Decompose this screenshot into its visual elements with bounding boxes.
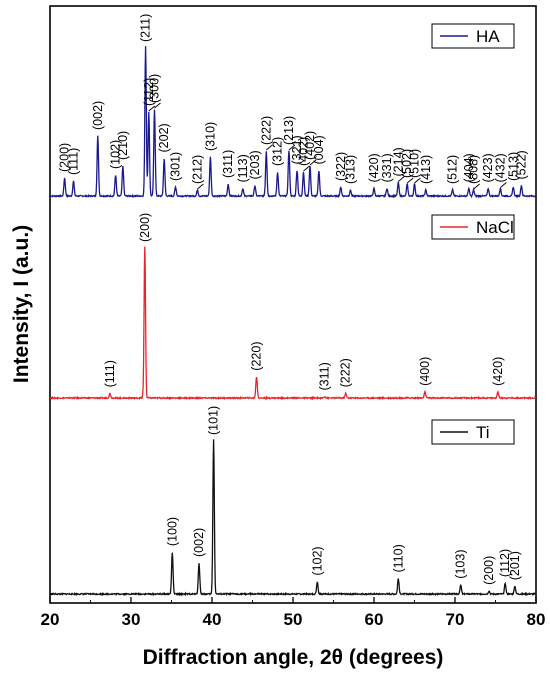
- series-line-ti: [49, 439, 537, 597]
- x-tick-label-6: 80: [527, 610, 546, 629]
- legend-label-nacl: NaCl: [476, 218, 514, 237]
- peak-label-ha-15: (222): [259, 116, 273, 145]
- peak-label-ti-2: (101): [207, 406, 221, 435]
- peak-label-layer: (200)(111)(002)(102)(210)(211)(112)(300)…: [58, 14, 529, 585]
- peak-label-ha-34: (432): [493, 153, 507, 182]
- peak-label-nacl-5: (400): [418, 357, 432, 386]
- legend-layer: HA NaCl Ti: [431, 23, 515, 445]
- peak-label-ha-30: (512): [446, 155, 460, 184]
- peak-arrow-ha-27: [406, 177, 414, 184]
- peak-label-nacl-0: (111): [103, 360, 117, 387]
- x-tick-label-5: 70: [446, 610, 465, 629]
- peak-label-ha-21: (004): [312, 135, 326, 164]
- x-tick-label-3: 50: [284, 610, 303, 629]
- series-line-nacl: [49, 246, 537, 401]
- peak-label-ha-6: (112): [142, 78, 156, 106]
- x-tick-label-4: 60: [365, 610, 384, 629]
- peak-label-ti-7: (112): [498, 549, 512, 577]
- peak-label-ha-20: (402): [303, 131, 317, 160]
- peak-label-ha-14: (203): [248, 150, 262, 179]
- peak-arrow-ha-15: [266, 144, 273, 151]
- peak-label-ha-1: (111): [67, 148, 81, 175]
- legend-label-ha: HA: [476, 27, 500, 46]
- legend-label-ti: Ti: [476, 423, 490, 442]
- peak-arrow-ha-19: [303, 165, 310, 172]
- peak-label-ha-13: (113): [236, 154, 250, 182]
- peak-label-ti-5: (103): [454, 550, 468, 579]
- peak-label-ha-22: (322): [334, 152, 348, 181]
- y-axis-title: Intensity, I (a.u.): [10, 225, 33, 383]
- peak-label-ha-27: (502): [400, 149, 414, 178]
- peak-label-ha-16: (312): [271, 137, 285, 166]
- peak-label-ha-0: (200): [58, 143, 72, 172]
- peak-label-ha-35: (513): [506, 152, 520, 181]
- peak-label-ha-7: (300): [148, 74, 162, 103]
- series-layer: [49, 46, 537, 597]
- peak-label-ha-33: (423): [481, 153, 495, 182]
- peak-arrow-ha-34: [500, 182, 507, 188]
- peak-arrow-ha-26: [398, 176, 405, 182]
- peak-label-ha-26: (214): [391, 147, 405, 176]
- peak-arrow-ha-7: [154, 102, 161, 109]
- peak-arrow-ha-6: [148, 105, 156, 112]
- peak-label-ha-17: (213): [282, 116, 296, 145]
- peak-label-ha-4: (210): [116, 131, 130, 160]
- series-line-ha: [49, 46, 537, 199]
- plot-frame: [49, 5, 537, 604]
- peak-label-ha-11: (310): [203, 122, 217, 151]
- peak-label-nacl-6: (420): [491, 357, 505, 386]
- peak-label-ha-31: (404): [462, 153, 476, 182]
- peak-label-ha-28: (510): [408, 149, 422, 178]
- peak-label-nacl-2: (220): [250, 342, 264, 371]
- peak-label-ha-9: (301): [169, 152, 183, 181]
- peak-label-ha-32: (808): [467, 155, 481, 184]
- peak-label-nacl-3: (311): [318, 362, 332, 390]
- x-tick-label-1: 30: [122, 610, 141, 629]
- peak-label-ti-4: (110): [391, 544, 405, 572]
- peak-arrow-ha-20: [309, 159, 317, 166]
- peak-label-ha-29: (413): [419, 155, 433, 184]
- peak-label-ti-1: (002): [192, 528, 206, 557]
- peak-label-ti-3: (102): [310, 546, 324, 575]
- peak-label-ha-23: (313): [344, 155, 358, 184]
- peak-arrow-ha-17: [288, 144, 296, 151]
- peak-label-ha-24: (420): [367, 153, 381, 182]
- peak-label-ha-25: (331): [380, 153, 394, 182]
- peak-label-ti-0: (100): [165, 517, 179, 546]
- peak-label-ha-36: (522): [514, 150, 528, 179]
- peak-label-nacl-1: (200): [138, 213, 152, 242]
- peak-label-ha-10: (212): [190, 155, 204, 184]
- peak-arrow-ha-28: [414, 177, 421, 184]
- axis-layer: 20 30 40 50 60 70 80: [41, 597, 546, 629]
- peak-label-ha-5: (211): [139, 14, 153, 42]
- x-axis-title: Diffraction angle, 2θ (degrees): [143, 646, 444, 669]
- peak-label-ha-18: (321): [290, 135, 304, 164]
- peak-label-ha-8: (202): [157, 123, 171, 152]
- peak-arrow-ha-10: [197, 183, 204, 190]
- x-tick-label-2: 40: [203, 610, 222, 629]
- peak-label-ha-12: (311): [221, 150, 235, 178]
- peak-label-ha-2: (002): [91, 101, 105, 130]
- peak-label-ti-8: (201): [508, 551, 522, 580]
- peak-label-ha-19: (402): [297, 137, 311, 166]
- peak-arrow-ha-32: [473, 183, 480, 190]
- x-tick-label-0: 20: [41, 610, 60, 629]
- peak-label-nacl-4: (222): [339, 358, 353, 387]
- peak-label-ha-3: (102): [109, 140, 123, 169]
- peak-label-ti-6: (200): [482, 556, 496, 585]
